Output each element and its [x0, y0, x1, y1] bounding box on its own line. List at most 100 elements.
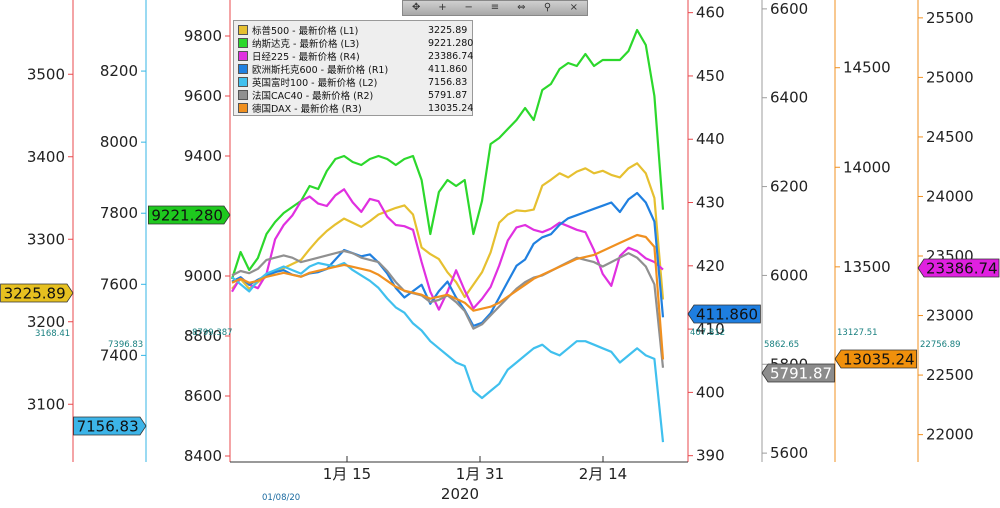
zoom-in-icon[interactable]: + [438, 2, 447, 13]
legend-label: 纳斯达克 - 最新价格 (L3) [252, 39, 360, 50]
legend-swatch [238, 90, 248, 100]
value-marker-r1: 411.860 [687, 304, 761, 324]
y-tick-label-r2: 6000 [770, 266, 808, 284]
y-axis-r1: 390 400 410 420 430 440 450 460 407.812 [687, 0, 725, 465]
y-tick-label-r1: 420 [696, 257, 725, 275]
legend-swatch [238, 25, 248, 35]
y-tick-label-l3: 8800 [184, 327, 222, 345]
y-tick-label-l3: 9600 [184, 87, 222, 105]
y-tick-label-r1: 430 [696, 194, 725, 212]
edge-value-r2: 5862.65 [764, 340, 799, 350]
move-icon[interactable]: ✥ [411, 2, 421, 13]
series-line-r4 [231, 188, 664, 311]
legend-value: 3225.89 [428, 25, 468, 36]
edge-value-l3: 8799.387 [192, 328, 233, 338]
value-marker-r3: 13035.24 [834, 349, 917, 369]
series-line-l3 [230, 28, 665, 280]
y-tick-label-l1: 3200 [27, 313, 65, 331]
y-tick-label-r3: 13500 [843, 258, 891, 276]
value-marker-label: 9221.280 [151, 207, 223, 225]
list-icon[interactable]: ≡ [490, 2, 500, 13]
legend-label: 欧洲斯托克600 - 最新价格 (R1) [252, 65, 389, 76]
axes-layer: 310032003300340035003168.417200740076007… [27, 0, 974, 465]
y-tick-label-l1: 3400 [27, 148, 65, 166]
legend-entry: 标普500 - 最新价格 (L1) 3225.89 [238, 25, 467, 37]
value-marker-label: 23386.74 [926, 260, 998, 278]
value-marker-label: 5791.87 [770, 365, 832, 383]
zoom-out-icon[interactable]: − [464, 2, 473, 13]
y-tick-label-l3: 9800 [184, 27, 222, 45]
pan-icon[interactable]: ⇔ [517, 2, 526, 13]
y-tick-label-l2: 8000 [100, 133, 138, 151]
legend-entry: 纳斯达克 - 最新价格 (L3) 9221.280 [238, 38, 473, 50]
series-layer [230, 28, 665, 443]
y-tick-label-r1: 450 [696, 67, 725, 85]
y-axis-l1: 3100 3200 3300 3400 3500 3168.41 [27, 0, 74, 462]
y-tick-label-l1: 3100 [27, 395, 65, 413]
y-tick-label-l1: 3300 [27, 230, 65, 248]
edge-value-l1: 3168.41 [35, 329, 70, 339]
y-tick-label-l3: 9400 [184, 147, 222, 165]
legend-entry: 法国CAC40 - 最新价格 (R2) 5791.87 [238, 90, 467, 102]
y-tick-label-r3: 14500 [843, 59, 891, 77]
x-tick-label: 1月 31 [456, 465, 504, 483]
legend-value: 23386.74 [428, 51, 474, 62]
legend-label: 标普500 - 最新价格 (L1) [252, 26, 359, 37]
value-marker-l3: 9221.280 [148, 205, 231, 225]
x-start-date: 01/08/20 [262, 493, 300, 503]
x-axis: 1月 15 1月 31 2月 14 2020 01/08/20 [262, 456, 627, 503]
value-markers: 3225.89 7156.83 9221.280 411.860 5791.87 1303… [0, 205, 1000, 436]
x-tick-label: 2月 14 [579, 465, 627, 483]
edge-value-r3: 13127.51 [837, 328, 878, 338]
y-tick-label-l2: 7400 [100, 346, 138, 364]
legend-swatch [238, 77, 248, 87]
y-axis-l2: 7200740076007800800082007396.83 [100, 0, 147, 462]
y-tick-label-r4: 22000 [926, 426, 974, 444]
y-tick-label-l3: 8600 [184, 387, 222, 405]
legend-entry: 英国富时100 - 最新价格 (L2) 7156.83 [238, 77, 467, 89]
value-marker-label: 7156.83 [77, 418, 139, 436]
y-tick-label-r4: 24500 [926, 128, 974, 146]
y-tick-label-r2: 6400 [770, 89, 808, 107]
legend-swatch [238, 51, 248, 61]
x-year-label: 2020 [441, 485, 479, 503]
series-line-r3 [231, 233, 665, 360]
value-marker-l1: 3225.89 [0, 283, 74, 303]
legend-label: 英国富时100 - 最新价格 (L2) [252, 78, 378, 89]
legend-value: 411.860 [428, 64, 468, 75]
legend: 标普500 - 最新价格 (L1) 3225.89 纳斯达克 - 最新价格 (L3)… [233, 20, 473, 116]
edge-value-r1: 407.812 [690, 328, 725, 338]
y-tick-label-r3: 14000 [843, 158, 891, 176]
value-marker-l2: 7156.83 [73, 416, 147, 436]
y-tick-label-r2: 5600 [770, 444, 808, 462]
legend-swatch [238, 38, 248, 48]
y-tick-label-r4: 24000 [926, 187, 974, 205]
value-marker-label: 411.860 [696, 306, 758, 324]
legend-value: 5791.87 [428, 90, 468, 101]
chart-toolbar: ✥ + − ≡ ⇔ ⚲ × [402, 0, 588, 16]
legend-swatch [238, 64, 248, 74]
y-tick-label-l1: 3500 [27, 65, 65, 83]
y-tick-label-r1: 390 [696, 447, 725, 465]
edge-value-l2: 7396.83 [108, 340, 143, 350]
value-marker-label: 13035.24 [843, 351, 915, 369]
value-marker-r2: 5791.87 [761, 363, 835, 383]
series-line-l2 [231, 261, 665, 443]
legend-label: 德国DAX - 最新价格 (R3) [252, 104, 362, 115]
series-line-r2 [231, 249, 665, 368]
series-line-l1 [231, 162, 665, 300]
legend-entry: 日经225 - 最新价格 (R4) 23386.74 [238, 51, 473, 63]
y-tick-label-l3: 9000 [184, 267, 222, 285]
y-tick-label-r4: 25500 [926, 9, 974, 27]
value-marker-r4: 23386.74 [917, 258, 1000, 278]
x-tick-label: 1月 15 [323, 465, 371, 483]
y-tick-label-r1: 440 [696, 130, 725, 148]
y-tick-label-l2: 8200 [100, 62, 138, 80]
y-axis-l3: 840086008800900092009400960098008799.387 [184, 0, 233, 465]
y-tick-label-r4: 23000 [926, 307, 974, 325]
y-tick-label-r1: 400 [696, 383, 725, 401]
close-icon[interactable]: × [569, 2, 579, 13]
legend-value: 9221.280 [428, 38, 474, 49]
search-icon[interactable]: ⚲ [543, 2, 552, 13]
